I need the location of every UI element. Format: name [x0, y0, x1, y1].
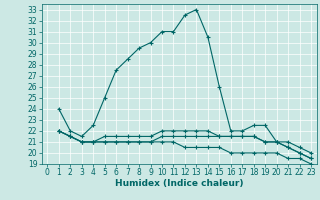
X-axis label: Humidex (Indice chaleur): Humidex (Indice chaleur) — [115, 179, 244, 188]
